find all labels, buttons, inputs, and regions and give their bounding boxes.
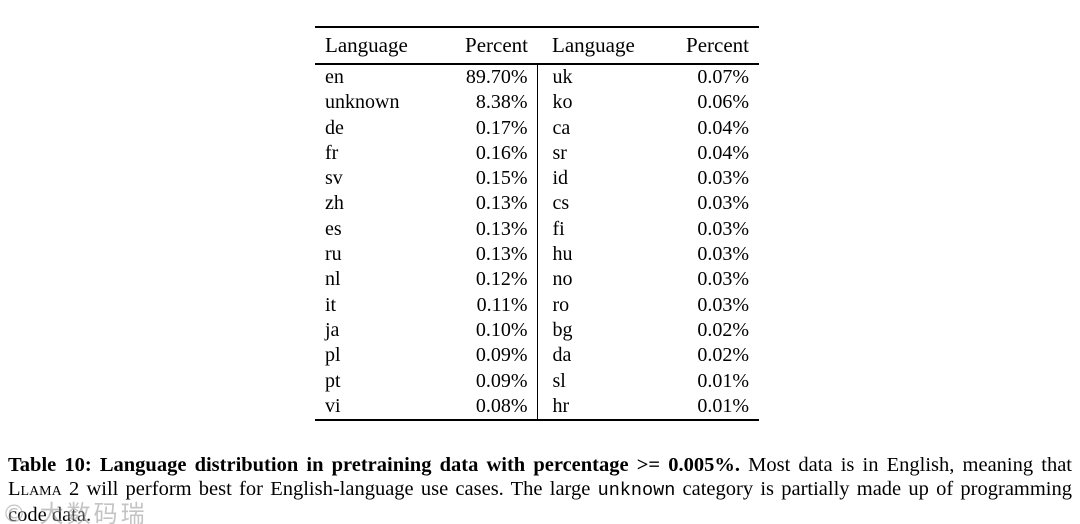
table-row: zh 0.13% cs 0.03% <box>315 191 759 217</box>
language-cell: it <box>325 293 337 316</box>
table-row: unknown 8.38% ko 0.06% <box>315 90 759 116</box>
language-cell: uk <box>536 64 658 91</box>
language-cell: sr <box>536 140 658 167</box>
llama-2-smallcaps: Llama 2 <box>8 477 80 500</box>
header-percent-left: Percent <box>452 27 537 65</box>
caption-text: category is partially made up of program… <box>8 477 1073 524</box>
percent-cell: 0.04% <box>697 141 749 164</box>
percent-cell: 0.03% <box>697 192 749 215</box>
percent-cell: 0.07% <box>697 66 749 88</box>
language-distribution-table: Language Percent Language Percent en 89.… <box>315 26 759 422</box>
percent-cell: 0.01% <box>697 394 749 417</box>
language-cell: ru <box>325 243 342 266</box>
percent-cell: 0.16% <box>475 141 528 164</box>
percent-cell: 0.03% <box>697 217 749 240</box>
language-cell: hr <box>536 393 658 421</box>
percent-cell: 0.02% <box>697 344 749 367</box>
percent-cell: 0.10% <box>475 318 528 341</box>
header-language-right: Language <box>537 27 658 65</box>
language-cell: pt <box>325 369 341 392</box>
language-cell: cs <box>536 191 658 217</box>
percent-cell: 0.13% <box>475 217 528 240</box>
language-cell: ca <box>536 115 658 141</box>
percent-cell: 8.38% <box>475 91 528 114</box>
percent-cell: 89.70% <box>465 66 528 88</box>
table-caption: Table 10: Language distribution in pretr… <box>8 453 1072 524</box>
language-table: Language Percent Language Percent en 89.… <box>315 26 759 422</box>
table-row: ru 0.13% hu 0.03% <box>315 242 759 268</box>
language-cell: hu <box>536 242 658 268</box>
table-row: it 0.11% ro 0.03% <box>315 292 759 318</box>
language-cell: ko <box>536 90 658 116</box>
language-cell: ja <box>325 318 340 341</box>
table-header-row: Language Percent Language Percent <box>315 27 759 65</box>
table-row: pt 0.09% sl 0.01% <box>315 368 759 394</box>
language-cell: de <box>325 116 344 139</box>
percent-cell: 0.01% <box>697 369 749 392</box>
table-row: ja 0.10% bg 0.02% <box>315 317 759 344</box>
table-row: sv 0.15% id 0.03% <box>315 166 759 192</box>
percent-cell: 0.09% <box>475 344 528 367</box>
language-cell: unknown <box>325 91 400 114</box>
percent-cell: 0.09% <box>475 369 528 392</box>
language-cell: sv <box>325 167 343 190</box>
language-cell: pl <box>325 344 341 367</box>
language-cell: fi <box>536 216 658 243</box>
language-cell: bg <box>536 317 658 344</box>
table-body: en 89.70% uk 0.07% unknown 8.38% ko 0.06… <box>315 64 759 421</box>
language-cell: vi <box>325 394 341 417</box>
percent-cell: 0.03% <box>697 167 749 190</box>
caption-text: will perform best for English-language u… <box>79 477 598 500</box>
percent-cell: 0.11% <box>476 293 528 316</box>
table-row: es 0.13% fi 0.03% <box>315 216 759 243</box>
percent-cell: 0.06% <box>697 91 749 114</box>
caption-title: Table 10: Language distribution in pretr… <box>8 453 740 476</box>
table-row: pl 0.09% da 0.02% <box>315 343 759 369</box>
percent-cell: 0.03% <box>697 268 749 291</box>
caption-text: Most data is in English, meaning that <box>740 453 1072 476</box>
language-cell: fr <box>325 141 339 164</box>
percent-cell: 0.15% <box>475 167 528 190</box>
percent-cell: 0.02% <box>697 318 749 341</box>
table-row: vi 0.08% hr 0.01% <box>315 393 759 421</box>
percent-cell: 0.13% <box>475 243 528 266</box>
language-cell: zh <box>325 192 344 215</box>
language-cell: ro <box>536 292 658 318</box>
language-cell: da <box>536 343 658 369</box>
language-cell: en <box>325 66 344 88</box>
language-cell: es <box>325 217 342 240</box>
language-cell: no <box>536 267 658 293</box>
language-cell: sl <box>536 368 658 394</box>
language-cell: nl <box>325 268 341 291</box>
unknown-mono-label: unknown <box>597 479 676 501</box>
table-row: de 0.17% ca 0.04% <box>315 115 759 141</box>
percent-cell: 0.04% <box>697 116 749 139</box>
percent-cell: 0.12% <box>475 268 528 291</box>
table-row: en 89.70% uk 0.07% <box>315 64 759 91</box>
table-row: nl 0.12% no 0.03% <box>315 267 759 293</box>
language-cell: id <box>536 166 658 192</box>
percent-cell: 0.13% <box>475 192 528 215</box>
table-row: fr 0.16% sr 0.04% <box>315 140 759 167</box>
header-percent-right: Percent <box>658 27 759 65</box>
percent-cell: 0.08% <box>475 394 528 417</box>
header-language-left: Language <box>315 27 452 65</box>
percent-cell: 0.03% <box>697 293 749 316</box>
percent-cell: 0.03% <box>697 243 749 266</box>
percent-cell: 0.17% <box>475 116 528 139</box>
